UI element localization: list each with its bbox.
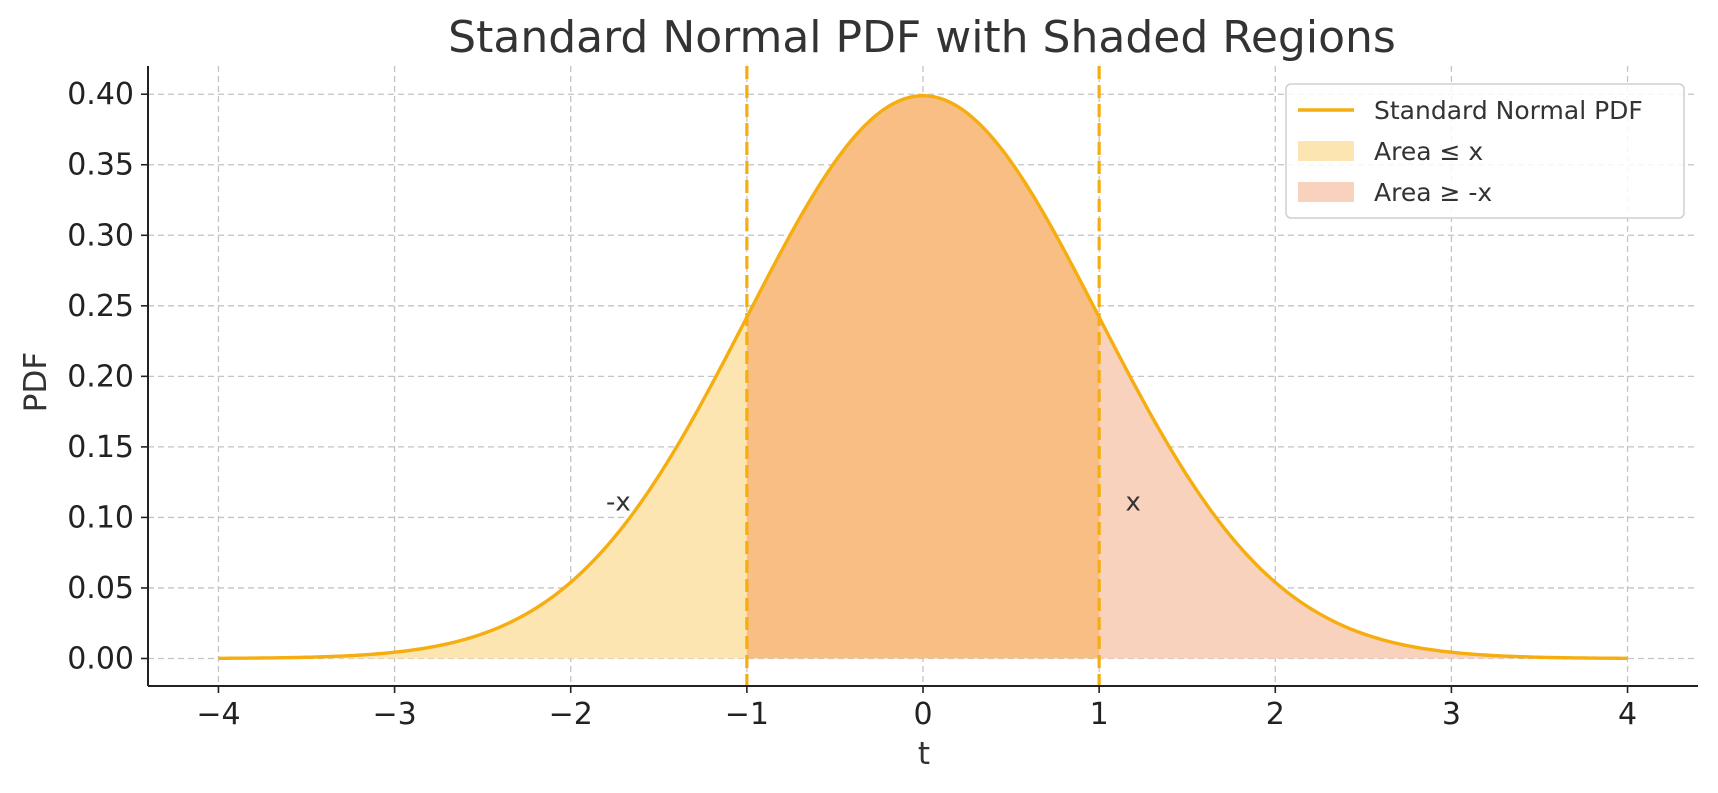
annotation-layer: -x x [606,487,1141,517]
legend-patch-swatch [1298,141,1354,161]
x-tick-label: 4 [1618,697,1637,732]
legend-item: Area ≥ -x [1298,178,1492,207]
legend-label: Area ≥ -x [1374,178,1492,207]
x-tick-label: 3 [1442,697,1461,732]
x-axis-label: t [918,736,930,772]
area-layer [218,95,1628,659]
x-tick-label: 0 [913,697,932,732]
legend-label: Area ≤ x [1374,137,1483,166]
y-tick-label: 0.00 [67,641,134,676]
legend-item: Standard Normal PDF [1298,96,1643,125]
legend: Standard Normal PDF Area ≤ x Area ≥ -x [1285,83,1685,219]
x-tick-label: −4 [196,697,240,732]
legend-box [1285,83,1685,219]
x-tick-label: −3 [372,697,416,732]
x-tick-label: 2 [1266,697,1285,732]
curve-layer [218,94,1628,660]
vline-layer [745,66,1101,686]
axes-layer: −4 −3 −2 −1 0 1 2 3 4 0.00 0.05 0.10 0.15 0.20 0.25 0.3… [67,66,1698,732]
area-overlap-region [746,95,1100,659]
y-tick-label: 0.05 [67,571,134,606]
x-tick-label: 1 [1090,697,1109,732]
y-axis-label: PDF [18,352,54,412]
annotation-pos-x: x [1126,487,1141,517]
annotation-neg-x: -x [606,487,631,517]
y-tick-label: 0.35 [67,148,134,183]
y-tick-label: 0.10 [67,500,134,535]
x-tick-label: −1 [725,697,769,732]
legend-item: Area ≤ x [1298,137,1483,166]
y-tick-label: 0.40 [67,77,134,112]
legend-label: Standard Normal PDF [1374,96,1643,125]
x-tick-label: −2 [549,697,593,732]
y-tick-label: 0.30 [67,218,134,253]
chart-title: Standard Normal PDF with Shaded Regions [448,12,1396,63]
pdf-curve [218,94,1628,660]
y-tick-label: 0.20 [67,359,134,394]
y-tick-label: 0.15 [67,430,134,465]
y-tick-label: 0.25 [67,289,134,324]
legend-patch-swatch [1298,182,1354,202]
